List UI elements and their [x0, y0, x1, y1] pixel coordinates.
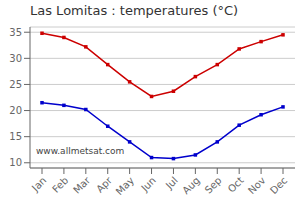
svg-text:Aug: Aug	[180, 175, 202, 197]
svg-text:May: May	[114, 175, 136, 197]
svg-text:25: 25	[9, 79, 22, 90]
svg-text:15: 15	[9, 131, 22, 142]
svg-text:Jul: Jul	[163, 175, 180, 192]
svg-text:Apr: Apr	[94, 174, 115, 195]
svg-text:Jan: Jan	[29, 175, 48, 194]
svg-text:Mar: Mar	[71, 174, 93, 196]
svg-text:Feb: Feb	[50, 175, 70, 195]
svg-text:35: 35	[9, 27, 22, 38]
svg-text:Nov: Nov	[246, 175, 268, 197]
html-text:www.allmetsat.com: www.allmetsat.com	[36, 146, 125, 156]
svg-text:Dec: Dec	[268, 175, 289, 196]
svg-text:30: 30	[9, 53, 22, 64]
svg-text:10: 10	[9, 157, 22, 168]
svg-text:20: 20	[9, 105, 22, 116]
svg-text:Oct: Oct	[226, 175, 246, 195]
svg-text:Jun: Jun	[138, 175, 158, 195]
html-text:Las Lomitas : temperatures (°C: Las Lomitas : temperatures (°C)	[30, 3, 239, 18]
svg-text:Sep: Sep	[203, 175, 224, 196]
